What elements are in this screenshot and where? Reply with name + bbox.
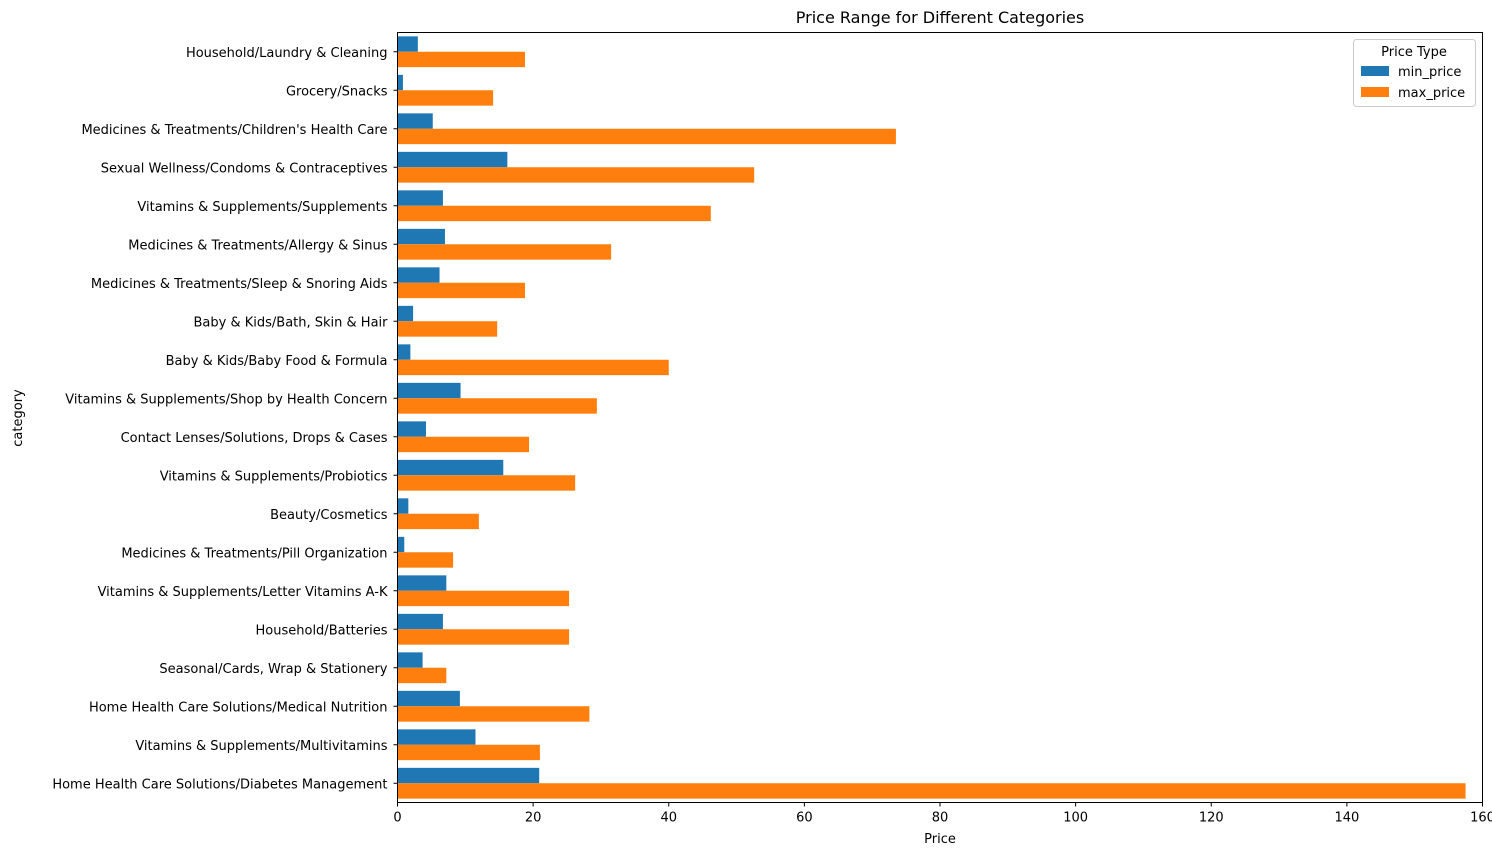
bar-min-price-12 <box>397 498 409 514</box>
bar-max-price-17 <box>397 706 590 722</box>
legend-swatch-min-price <box>1361 66 1389 76</box>
y-tick-label: Contact Lenses/Solutions, Drops & Cases <box>121 431 388 446</box>
bar-min-price-14 <box>397 575 447 591</box>
x-tick-label: 80 <box>932 811 949 826</box>
chart-title: Price Range for Different Categories <box>796 8 1084 27</box>
x-tick-label: 100 <box>1063 811 1088 826</box>
x-axis-ticks: 0 20 40 60 80 100 120 140 160 <box>393 802 1492 826</box>
y-tick-label: Medicines & Treatments/Sleep & Snoring A… <box>91 277 388 292</box>
y-tick-label: Grocery/Snacks <box>286 84 388 99</box>
y-tick-label: Vitamins & Supplements/Multivitamins <box>135 739 387 754</box>
bar-min-price-17 <box>397 690 460 707</box>
bar-min-price-4 <box>397 190 443 206</box>
y-tick-label: Vitamins & Supplements/Shop by Health Co… <box>65 392 387 407</box>
bar-max-price-11 <box>397 475 576 491</box>
y-tick-label: Sexual Wellness/Condoms & Contraceptives <box>101 161 388 176</box>
y-tick-label: Beauty/Cosmetics <box>270 508 388 523</box>
y-tick-label: Home Health Care Solutions/Medical Nutri… <box>89 700 388 715</box>
bar-max-price-10 <box>397 436 530 453</box>
bar-max-price-19 <box>397 783 1466 799</box>
bar-min-price-10 <box>397 421 426 437</box>
bar-min-price-5 <box>397 228 445 245</box>
bar-max-price-15 <box>397 629 570 645</box>
x-axis-label: Price <box>924 832 956 847</box>
bar-max-price-18 <box>397 744 540 761</box>
x-tick-label: 40 <box>660 811 677 826</box>
bar-min-price-11 <box>397 459 504 476</box>
bar-min-price-8 <box>397 344 411 360</box>
bar-max-price-2 <box>397 128 896 145</box>
y-tick-label: Medicines & Treatments/Pill Organization <box>121 546 387 561</box>
bar-max-price-3 <box>397 167 755 183</box>
bar-min-price-3 <box>397 151 508 168</box>
y-tick-label: Household/Laundry & Cleaning <box>186 46 388 61</box>
bar-max-price-16 <box>397 667 447 684</box>
legend-label-max-price: max_price <box>1398 86 1465 101</box>
y-tick-label: Baby & Kids/Baby Food & Formula <box>166 354 388 369</box>
bar-max-price-12 <box>397 513 479 530</box>
y-tick-label: Medicines & Treatments/Children's Health… <box>81 123 387 138</box>
bar-max-price-8 <box>397 359 669 376</box>
y-tick-label: Vitamins & Supplements/Letter Vitamins A… <box>98 585 388 600</box>
y-tick-label: Medicines & Treatments/Allergy & Sinus <box>128 238 387 253</box>
x-tick-label: 120 <box>1199 811 1224 826</box>
bars-group <box>397 36 1466 799</box>
bar-max-price-13 <box>397 552 454 568</box>
legend-title: Price Type <box>1381 45 1447 60</box>
bar-min-price-2 <box>397 113 433 129</box>
bar-max-price-7 <box>397 321 498 337</box>
x-tick-label: 0 <box>393 811 401 826</box>
bar-min-price-0 <box>397 36 418 52</box>
bar-min-price-19 <box>397 767 540 784</box>
x-tick-label: 140 <box>1334 811 1359 826</box>
bar-min-price-9 <box>397 382 461 399</box>
legend: Price Type min_price max_price <box>1353 39 1476 107</box>
y-tick-label: Vitamins & Supplements/Probiotics <box>160 469 388 484</box>
bar-max-price-1 <box>397 90 494 106</box>
y-tick-label: Seasonal/Cards, Wrap & Stationery <box>159 662 387 677</box>
x-tick-label: 20 <box>525 811 542 826</box>
bar-max-price-0 <box>397 51 525 68</box>
plot-frame <box>397 32 1483 803</box>
x-tick-label: 160 <box>1470 811 1492 826</box>
bar-max-price-14 <box>397 590 570 607</box>
y-tick-label: Home Health Care Solutions/Diabetes Mana… <box>52 777 387 792</box>
y-axis-ticks: Household/Laundry & Cleaning Grocery/Snac… <box>52 46 398 792</box>
x-tick-label: 60 <box>796 811 813 826</box>
bar-max-price-9 <box>397 398 597 414</box>
legend-swatch-max-price <box>1361 87 1389 97</box>
bar-min-price-1 <box>397 74 403 91</box>
y-tick-label: Household/Batteries <box>256 623 388 638</box>
y-tick-label: Baby & Kids/Bath, Skin & Hair <box>194 315 389 330</box>
bar-max-price-4 <box>397 205 711 222</box>
bar-min-price-7 <box>397 305 414 322</box>
bar-min-price-18 <box>397 729 476 745</box>
bar-min-price-16 <box>397 652 423 668</box>
bar-min-price-13 <box>397 536 405 553</box>
bar-max-price-5 <box>397 244 612 260</box>
bar-min-price-6 <box>397 267 440 283</box>
bar-min-price-15 <box>397 613 443 630</box>
bar-max-price-6 <box>397 282 525 299</box>
legend-label-min-price: min_price <box>1398 65 1461 80</box>
y-tick-label: Vitamins & Supplements/Supplements <box>137 200 387 215</box>
y-axis-label: category <box>11 389 26 447</box>
